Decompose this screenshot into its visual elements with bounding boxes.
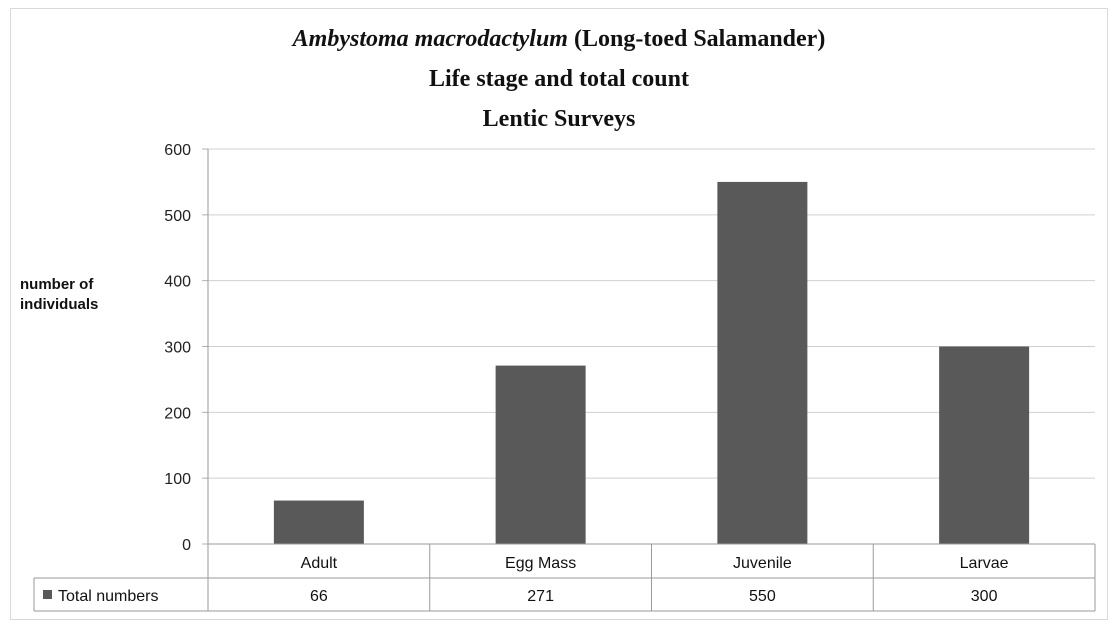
table-value-cell: 300 [971,588,998,605]
table-value-cell: 66 [310,588,328,605]
legend-key [43,590,52,599]
x-category-label: Egg Mass [505,555,576,572]
bar-juvenile [717,181,808,544]
table-value-cell: 550 [749,588,776,605]
chart-title-line-3: Lentic Surveys [482,106,636,132]
x-category-label: Juvenile [733,555,792,572]
table-value-cell: 271 [527,588,554,605]
y-axis-label: number of individuals [20,276,99,313]
y-tick-label: 200 [164,405,191,422]
y-tick-label: 100 [164,471,191,488]
y-tick-label: 0 [182,537,191,554]
y-tick-label: 300 [164,340,191,357]
bar-adult [273,500,364,544]
bar-larvae [939,346,1030,544]
x-category-label: Adult [301,555,338,572]
chart-title-line-1: Ambystoma macrodactylum (Long-toed Salam… [0,24,1118,54]
chart-title-species: Ambystoma macrodactylum [292,26,568,52]
series-name-label: Total numbers [58,588,159,605]
y-tick-label: 600 [164,142,191,159]
y-tick-label: 500 [164,208,191,225]
x-category-label: Larvae [960,555,1009,572]
y-tick-label: 400 [164,274,191,291]
chart-title-line-2: Life stage and total count [429,66,689,92]
bar-egg-mass [495,365,586,544]
chart-title-common-name: (Long-toed Salamander) [567,26,826,52]
